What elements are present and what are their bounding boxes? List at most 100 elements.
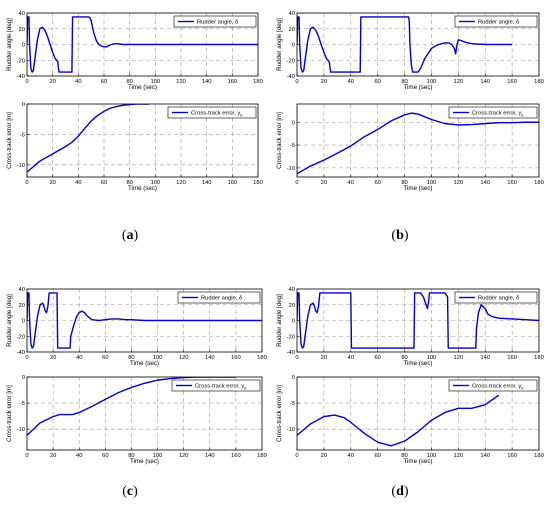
x-tick-label: 80 (401, 180, 407, 186)
legend-box (454, 15, 538, 28)
panel-caption-c: (c) (122, 484, 138, 499)
x-tick-label: 100 (427, 355, 437, 361)
x-tick-label: 160 (227, 79, 237, 85)
legend-label: Cross-track error, ye (195, 384, 247, 391)
x-tick-label: 40 (75, 180, 81, 186)
x-tick-label: 140 (205, 453, 215, 459)
y-tick-label: -20 (287, 334, 295, 340)
x-tick-label: 120 (176, 180, 186, 186)
x-tick-label: 140 (205, 355, 215, 361)
x-tick-label: 180 (253, 79, 263, 85)
y-tick-label: -40 (17, 74, 25, 80)
x-tick-label: 20 (50, 355, 56, 361)
y-axis-label: Rudder angle [deg] (6, 18, 13, 71)
x-tick-label: 80 (128, 355, 134, 361)
y-tick-label: 0 (22, 375, 25, 381)
y-tick-label: 0 (22, 102, 25, 108)
x-tick-label: 20 (321, 355, 327, 361)
x-tick-label: 160 (507, 453, 517, 459)
legend-box (173, 15, 257, 28)
legend-box (454, 291, 538, 304)
chart-b-top: 0 20 40 60 80 100 120 140 160 180 -40 -20 0 20 40 Time … (276, 11, 544, 91)
series-line (27, 377, 236, 436)
y-tick-label: 0 (292, 375, 295, 381)
x-tick-label: 80 (126, 180, 132, 186)
x-tick-label: 160 (227, 180, 237, 186)
axes-frame (26, 103, 259, 178)
x-axis-label: Time (sec) (404, 185, 433, 192)
x-tick-label: 80 (401, 79, 407, 85)
panel-caption-b: (b) (391, 228, 409, 243)
y-axis-label: Rudder angle [deg] (276, 18, 283, 71)
y-tick-label: 40 (289, 11, 295, 17)
x-tick-label: 0 (25, 453, 28, 459)
y-tick-label: -10 (17, 163, 25, 169)
axes-frame (296, 376, 540, 451)
y-tick-label: -10 (17, 427, 25, 433)
y-tick-label: 0 (292, 43, 295, 49)
x-tick-label: 160 (507, 79, 517, 85)
x-tick-label: 20 (321, 79, 327, 85)
series-line (297, 394, 500, 447)
y-tick-label: -5 (20, 401, 25, 407)
x-tick-label: 60 (101, 180, 107, 186)
y-tick-label: -5 (290, 401, 295, 407)
y-tick-label: -40 (287, 350, 295, 356)
x-tick-label: 0 (295, 355, 298, 361)
y-tick-label: 40 (19, 11, 25, 17)
panel-caption-d: (d) (391, 484, 409, 499)
x-tick-label: 120 (179, 453, 189, 459)
y-tick-label: 0 (22, 43, 25, 49)
axes-frame (296, 103, 540, 178)
x-tick-label: 40 (348, 79, 354, 85)
y-tick-label: -5 (290, 143, 295, 149)
y-axis-label: Cross-track error [m] (276, 112, 283, 169)
x-tick-label: 120 (453, 180, 463, 186)
x-tick-label: 140 (480, 355, 490, 361)
y-tick-label: 20 (289, 27, 295, 33)
x-tick-label: 20 (49, 79, 55, 85)
x-tick-label: 160 (231, 453, 241, 459)
y-tick-label: 0 (292, 319, 295, 325)
chart-c-top: 0 20 40 60 80 100 120 140 160 180 -40 -20 0 20 40 Time … (6, 287, 267, 367)
x-tick-label: 60 (102, 453, 108, 459)
x-tick-label: 20 (49, 180, 55, 186)
series-line (27, 16, 258, 73)
x-tick-label: 120 (453, 355, 463, 361)
x-tick-label: 180 (534, 355, 544, 361)
x-tick-label: 120 (453, 453, 463, 459)
y-tick-label: -40 (17, 350, 25, 356)
x-tick-label: 160 (507, 355, 517, 361)
x-tick-label: 100 (427, 180, 437, 186)
x-tick-label: 100 (150, 79, 160, 85)
x-tick-label: 120 (176, 79, 186, 85)
x-tick-label: 140 (202, 180, 212, 186)
legend-label: Rudder angle, δ (478, 296, 519, 302)
series-line (297, 292, 539, 349)
x-axis-label: Time (sec) (130, 360, 159, 367)
x-tick-label: 80 (401, 355, 407, 361)
y-tick-label: 20 (289, 303, 295, 309)
x-tick-label: 40 (75, 79, 81, 85)
y-tick-label: 0 (22, 319, 25, 325)
series-line (297, 16, 513, 73)
legend-label: Cross-track error, ye (472, 111, 524, 118)
x-tick-label: 100 (153, 355, 163, 361)
legend-label: Rudder angle, δ (201, 296, 242, 302)
x-tick-label: 180 (253, 180, 263, 186)
chart-b-bottom: 0 20 40 60 80 100 120 140 160 180 -10 -5 0 Time (sec)… (276, 103, 544, 192)
legend-subscript: e (521, 385, 524, 390)
axes-frame (26, 376, 263, 451)
x-tick-label: 40 (348, 355, 354, 361)
legend-subscript: e (521, 112, 524, 117)
y-axis-label: Rudder angle [deg] (276, 294, 283, 347)
y-tick-label: 40 (19, 287, 25, 293)
y-tick-label: -40 (287, 74, 295, 80)
x-tick-label: 140 (202, 79, 212, 85)
x-tick-label: 20 (321, 180, 327, 186)
y-axis-label: Cross-track error [m] (6, 112, 13, 169)
x-tick-label: 100 (427, 79, 437, 85)
x-tick-label: 100 (150, 180, 160, 186)
x-axis-label: Time (sec) (404, 360, 433, 367)
